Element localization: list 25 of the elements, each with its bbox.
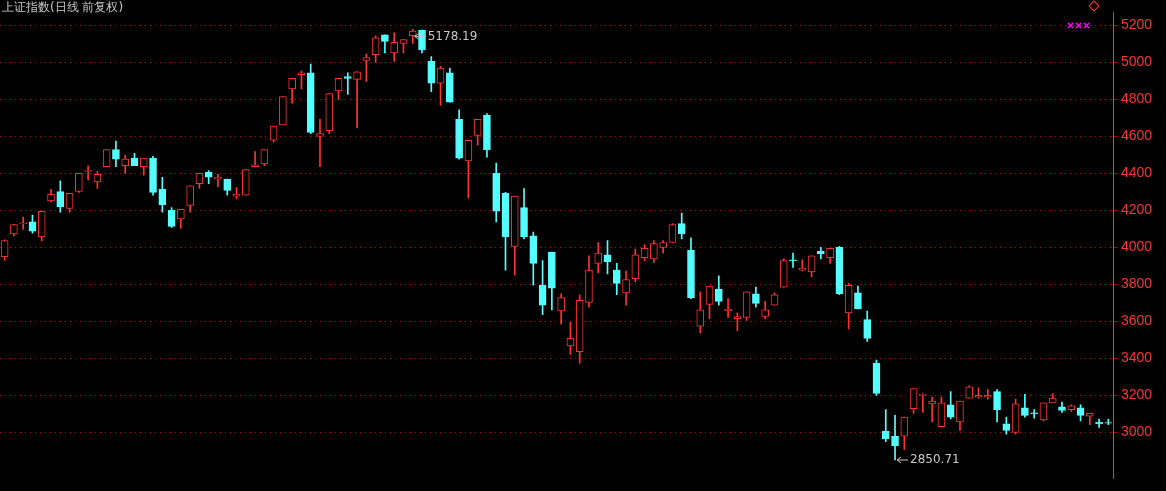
candlestick	[316, 119, 324, 168]
y-tick-label: 3400	[1121, 349, 1153, 366]
y-tick-label: 3200	[1121, 386, 1153, 403]
y-tick-label: 3000	[1121, 423, 1153, 440]
annotation: 2850.71	[910, 452, 960, 467]
candlestick	[251, 151, 259, 168]
candlestick	[891, 415, 899, 461]
y-tick-label: 5000	[1121, 53, 1153, 70]
candlestick	[19, 216, 28, 230]
y-tick-label: 4000	[1121, 238, 1153, 255]
chart-title: 上证指数(日线 前复权)	[2, 0, 124, 15]
annotation: 5178.19	[427, 28, 478, 43]
y-tick-label: 3600	[1121, 312, 1153, 329]
candlestick	[353, 71, 361, 129]
candlestick	[881, 409, 890, 443]
y-tick-label: 4400	[1121, 164, 1153, 181]
y-tick-label: 4200	[1121, 201, 1153, 218]
y-tick-label: 4600	[1121, 127, 1153, 144]
candlestick	[343, 72, 352, 95]
y-tick-label: 5200	[1121, 16, 1153, 33]
candlestick	[789, 252, 797, 268]
candlestick	[1030, 409, 1038, 419]
y-tick-label: 4800	[1121, 90, 1153, 107]
y-tick-label: 3800	[1121, 275, 1153, 292]
candlestick	[798, 259, 807, 272]
